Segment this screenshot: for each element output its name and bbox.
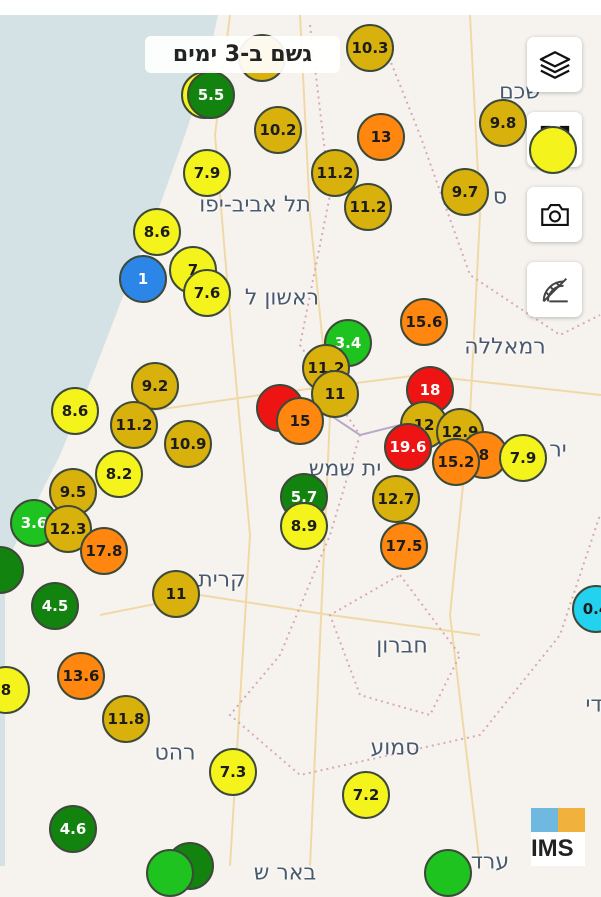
rain-marker-orange[interactable]: 15 xyxy=(276,397,324,445)
city-label: רהט xyxy=(154,740,196,766)
rain-marker-yellow[interactable]: 7.3 xyxy=(209,748,257,796)
rain-marker-red[interactable]: 19.6 xyxy=(384,423,432,471)
rain-marker-yellow[interactable]: 8.9 xyxy=(280,502,328,550)
rain-marker-orange[interactable]: 15.6 xyxy=(400,298,448,346)
rain-marker-dark-green[interactable]: 5.5 xyxy=(187,71,235,119)
layers-button[interactable] xyxy=(527,37,582,92)
rain-marker-gold[interactable]: 12.7 xyxy=(372,475,420,523)
map[interactable]: שכם תל אביב-יפו ס ראשון ל רמאללה יר ית שמש קרית… xyxy=(0,15,601,897)
measure-button[interactable] xyxy=(527,262,582,317)
city-label: קרית xyxy=(198,567,246,593)
rain-marker-gold[interactable]: 11.8 xyxy=(102,695,150,743)
city-label: סמוע xyxy=(370,735,420,761)
rain-marker-gold[interactable]: 10.9 xyxy=(164,420,212,468)
city-label: ערד xyxy=(470,849,510,875)
city-label: די xyxy=(585,692,601,718)
ims-logo: IMS xyxy=(531,808,585,866)
rain-marker-gold[interactable]: 9.8 xyxy=(479,99,527,147)
city-label: תל אביב-יפו xyxy=(199,192,311,218)
city-label: ית שמש xyxy=(308,456,382,482)
city-label: חברון xyxy=(376,633,428,659)
camera-icon xyxy=(540,203,569,226)
rain-marker-orange[interactable]: 15.2 xyxy=(432,438,480,486)
rain-marker-gold[interactable]: 10.3 xyxy=(346,24,394,72)
rain-marker-dark-green[interactable]: 4.6 xyxy=(49,805,97,853)
rain-marker-yellow[interactable]: 7.9 xyxy=(183,149,231,197)
rain-marker-yellow[interactable]: 8.2 xyxy=(95,450,143,498)
rain-marker-yellow[interactable]: 7.2 xyxy=(342,771,390,819)
rain-marker-gold[interactable]: 9.7 xyxy=(441,168,489,216)
city-label: ס xyxy=(492,184,508,210)
city-label: יר xyxy=(549,437,567,463)
rain-marker-green[interactable] xyxy=(146,849,194,897)
city-label: באר ש xyxy=(253,860,317,886)
rain-marker-yellow[interactable] xyxy=(529,126,577,174)
rain-marker-gold[interactable]: 10.2 xyxy=(254,106,302,154)
city-label: רמאללה xyxy=(464,334,546,360)
rain-marker-yellow[interactable]: 7.6 xyxy=(183,269,231,317)
rain-marker-orange[interactable]: 17.5 xyxy=(380,522,428,570)
screenshot-button[interactable] xyxy=(527,187,582,242)
rain-marker-orange[interactable]: 13.6 xyxy=(57,652,105,700)
rain-marker-green[interactable] xyxy=(424,849,472,897)
rain-marker-orange[interactable]: 13 xyxy=(357,113,405,161)
rain-marker-gold[interactable]: 11.2 xyxy=(110,401,158,449)
rain-marker-yellow[interactable]: 8.6 xyxy=(133,208,181,256)
layers-icon xyxy=(539,50,570,79)
ims-logo-text: IMS xyxy=(531,832,585,866)
rain-marker-gold[interactable]: 11 xyxy=(152,570,200,618)
layer-title-chip[interactable]: גשם ב-3 ימים xyxy=(145,36,340,73)
map-background xyxy=(0,15,601,866)
rain-marker-blue[interactable]: 1 xyxy=(119,255,167,303)
rain-marker-yellow[interactable]: 7.9 xyxy=(499,434,547,482)
rain-marker-yellow[interactable]: 8.6 xyxy=(51,387,99,435)
rain-marker-gold[interactable]: 11.2 xyxy=(344,183,392,231)
city-label: ראשון ל xyxy=(244,285,320,311)
top-bar xyxy=(0,0,601,15)
ruler-protractor-icon xyxy=(542,277,568,302)
rain-marker-orange[interactable]: 17.8 xyxy=(80,527,128,575)
rain-marker-dark-green[interactable]: 4.5 xyxy=(31,582,79,630)
rain-marker-cyan[interactable]: 0.4 xyxy=(572,585,601,633)
